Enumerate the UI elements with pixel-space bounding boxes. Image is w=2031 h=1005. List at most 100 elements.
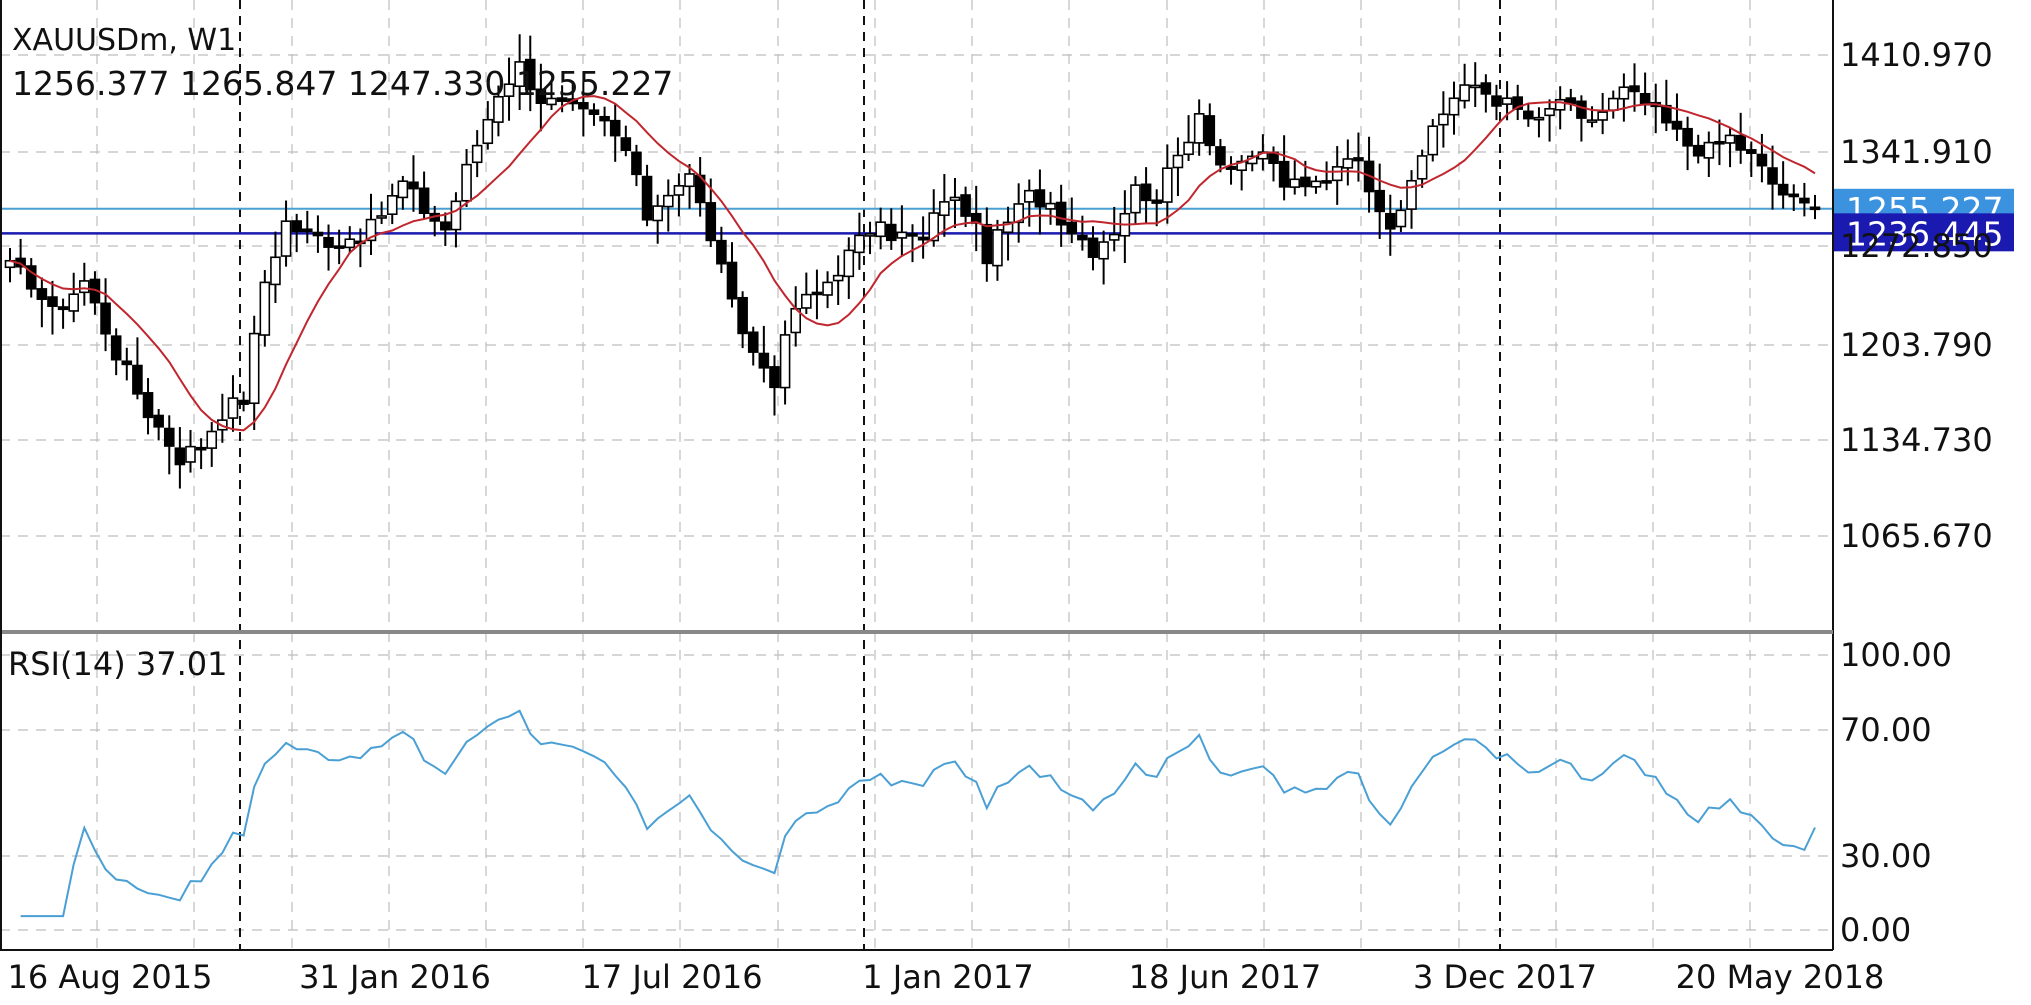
candle-body (1278, 160, 1290, 188)
candle-body (1671, 120, 1683, 130)
candle-body (609, 119, 621, 137)
candle-body (1427, 125, 1439, 156)
candle-body (1512, 96, 1524, 110)
candle-body (68, 293, 80, 312)
candle-body (896, 231, 908, 239)
moving-average-line (9, 95, 1816, 432)
candle-body (1151, 199, 1163, 204)
symbol-timeframe-label: XAUUSDm, W1 (12, 23, 236, 58)
candle-body (524, 58, 536, 91)
candle-body (1384, 212, 1396, 230)
candle-body (323, 236, 334, 248)
price-tick-label: 1203.790 (1840, 326, 1993, 364)
candle-body (917, 236, 929, 241)
candle-body (79, 280, 90, 294)
candle-body (121, 360, 133, 366)
candle-body (110, 335, 122, 361)
candle-body (843, 249, 855, 278)
candle-body (344, 238, 356, 249)
candle-body (1045, 202, 1056, 210)
candle-body (1300, 176, 1311, 188)
candle-body (397, 180, 409, 199)
rsi-tick-label: 30.00 (1840, 837, 1932, 875)
candle-body (408, 181, 419, 190)
candle-body (1353, 157, 1364, 162)
ask-price-badge-label: 1236.445 (1846, 214, 2003, 253)
candle-body (142, 392, 154, 419)
candle-body (1215, 146, 1226, 166)
rsi-tick-label: 70.00 (1840, 711, 1932, 749)
candle-body (1799, 197, 1810, 204)
candle-body (535, 88, 547, 104)
candle-body (461, 163, 472, 202)
candle-body (238, 399, 249, 405)
candle-body (1459, 84, 1470, 102)
candle-body (1501, 97, 1513, 105)
candle-body (1576, 100, 1587, 119)
ask-price-badge (1834, 213, 2014, 252)
rsi-line (20, 709, 1816, 918)
candle-body (1374, 189, 1385, 213)
candle-body (493, 95, 504, 123)
candle-body (1735, 134, 1746, 151)
time-tick-label: 17 Jul 2016 (581, 958, 762, 996)
candle-body (822, 281, 833, 296)
candle-body (992, 229, 1003, 267)
candle-body (1523, 110, 1534, 120)
candle-body (864, 233, 876, 237)
candle-body (503, 83, 515, 97)
chart-frame (0, 0, 1834, 951)
candle-body (132, 364, 143, 395)
candle-body (747, 331, 759, 353)
candle-body (854, 234, 865, 254)
time-tick-label: 18 Jun 2017 (1129, 958, 1322, 996)
candle-body (1607, 97, 1619, 111)
candle-body (1193, 113, 1205, 144)
price-tick-label: 1272.850 (1840, 227, 1993, 265)
candle-body (1183, 141, 1194, 156)
candle-body (1055, 201, 1067, 226)
candle-body (652, 205, 663, 222)
candle-body (1013, 203, 1024, 224)
candle-body (280, 220, 292, 257)
candle-body (907, 233, 918, 237)
time-tick-label: 3 Dec 2017 (1413, 958, 1597, 996)
candle-body (1809, 206, 1821, 211)
candle-body (1618, 86, 1630, 100)
candle-body (1788, 193, 1800, 198)
candle-body (1331, 166, 1343, 182)
candle-body (769, 366, 780, 389)
candle-body (1087, 237, 1099, 258)
candle-body (471, 144, 483, 164)
candle-body (57, 306, 69, 311)
candle-body (195, 446, 207, 451)
rsi-tick-label: 0.00 (1840, 911, 1911, 949)
price-tick-label: 1410.970 (1840, 36, 1993, 74)
candle-body (779, 334, 791, 389)
candle-body (1438, 113, 1449, 126)
candle-body (185, 445, 196, 463)
candle-body (949, 196, 961, 202)
candle-body (248, 332, 260, 405)
candle-body (726, 261, 738, 300)
candle-body (418, 187, 430, 215)
candle-body (556, 97, 568, 102)
candle-body (1098, 241, 1109, 260)
candle-body (291, 220, 302, 233)
candle-body (25, 265, 37, 290)
candle-body (1140, 183, 1152, 202)
candle-body (1533, 116, 1545, 121)
candle-body (1692, 144, 1704, 157)
candle-body (1586, 119, 1598, 123)
candle-body (312, 231, 324, 237)
candle-body (684, 173, 695, 188)
candle-body (1034, 189, 1046, 208)
candle-body (482, 118, 494, 145)
candle-body (620, 137, 632, 152)
candle-body (153, 414, 164, 428)
candle-body (588, 109, 600, 115)
candle-body (885, 223, 897, 242)
